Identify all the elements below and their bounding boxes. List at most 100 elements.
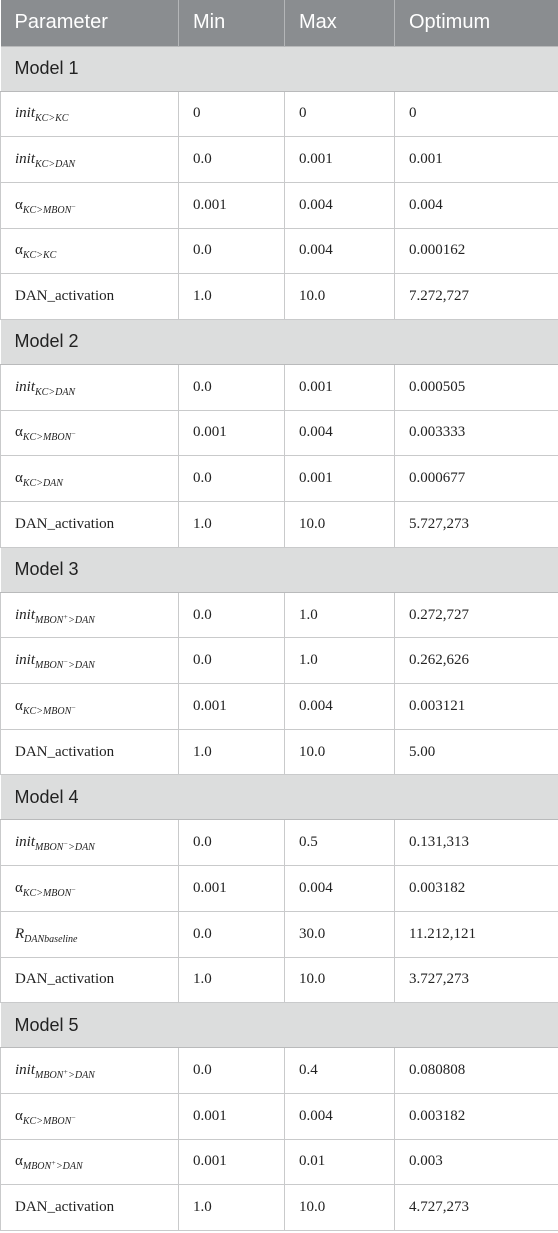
header-max: Max: [284, 0, 395, 46]
table-row: DAN_activation 1.0 10.0 5.727,273: [0, 501, 558, 548]
min-cell: 0.001: [178, 410, 285, 457]
parameter-cell: DAN_activation: [0, 1184, 179, 1231]
table-row: DAN_activation 1.0 10.0 5.00: [0, 729, 558, 776]
parameter-subscript: KC>KC: [23, 250, 56, 261]
optimum-cell: 0.003182: [394, 865, 558, 912]
optimum-cell: 4.727,273: [394, 1184, 558, 1231]
table-header: Parameter Min Max Optimum: [0, 0, 558, 46]
table-row: initMBON−>DAN 0.0 1.0 0.262,626: [0, 637, 558, 685]
min-cell: 1.0: [178, 501, 285, 548]
optimum-cell: 0.000505: [394, 364, 558, 411]
max-cell: 30.0: [284, 911, 395, 958]
max-cell: 0.001: [284, 136, 395, 183]
max-cell: 10.0: [284, 501, 395, 548]
optimum-cell: 0.003121: [394, 683, 558, 730]
max-cell: 0.004: [284, 410, 395, 457]
parameter-cell: initMBON+>DAN: [0, 1047, 179, 1094]
parameter-cell: initMBON−>DAN: [0, 819, 179, 867]
parameter-cell: initMBON+>DAN: [0, 592, 179, 639]
parameter-name: α: [15, 1107, 23, 1124]
parameter-name: α: [15, 879, 23, 896]
parameter-subscript: KC>DAN: [23, 478, 63, 489]
subscript-text: MBON: [22, 1161, 52, 1173]
parameter-subscript: KC>KC: [35, 113, 68, 124]
parameter-subscript: MBON−>DAN: [35, 658, 95, 672]
header-min: Min: [178, 0, 285, 46]
parameter-name: init: [15, 1062, 36, 1079]
max-cell: 1.0: [284, 637, 395, 685]
min-cell: 1.0: [178, 1184, 285, 1231]
min-cell: 1.0: [178, 273, 285, 320]
min-cell: 0.001: [178, 683, 285, 730]
parameter-cell: DAN_activation: [0, 273, 179, 320]
table-row: DAN_activation 1.0 10.0 3.727,273: [0, 957, 558, 1004]
parameter-cell: initKC>DAN: [0, 136, 179, 183]
min-cell: 1.0: [178, 729, 285, 776]
subscript-sign: −: [71, 430, 77, 439]
table-row: RDANbaseline 0.0 30.0 11.212,121: [0, 911, 558, 958]
optimum-cell: 5.727,273: [394, 501, 558, 548]
table-body: Model 1 initKC>KC 0 0 0 initKC>DAN 0.0 0.001 0.0…: [0, 45, 558, 1231]
table-row: initKC>DAN 0.0 0.001 0.000505: [0, 364, 558, 411]
min-cell: 0.0: [178, 819, 285, 867]
header-optimum: Optimum: [394, 0, 558, 46]
subscript-text: MBON: [35, 660, 64, 672]
optimum-cell: 0.001: [394, 136, 558, 183]
subscript-text: KC>MBON: [22, 887, 72, 899]
parameter-subscript: KC>DAN: [35, 159, 75, 170]
subscript-text: KC>MBON: [22, 1115, 72, 1127]
parameter-name: α: [15, 697, 23, 714]
max-cell: 0.001: [284, 455, 395, 502]
min-cell: 0: [178, 91, 285, 138]
parameter-cell: initKC>KC: [0, 91, 179, 138]
optimum-cell: 0.000162: [394, 228, 558, 275]
max-cell: 10.0: [284, 273, 395, 320]
subscript-text: MBON: [35, 1070, 64, 1082]
table-row: αKC>MBON− 0.001 0.004 0.003182: [0, 1093, 558, 1140]
parameter-subscript: KC>MBON−: [23, 203, 76, 216]
subscript-sign: −: [63, 658, 69, 667]
min-cell: 0.001: [178, 182, 285, 229]
parameter-name: init: [15, 834, 36, 851]
subscript-text: KC>MBON: [22, 432, 72, 444]
subscript-text: MBON: [35, 842, 64, 854]
parameter-subscript: DANbaseline: [24, 934, 77, 945]
max-cell: 0.001: [284, 364, 395, 411]
parameter-cell: DAN_activation: [0, 501, 179, 548]
subscript-text: KC>KC: [22, 250, 57, 262]
table-row: αKC>MBON− 0.001 0.004 0.003182: [0, 865, 558, 912]
table-row: αKC>MBON− 0.001 0.004 0.004: [0, 182, 558, 229]
parameter-subscript: MBON+>DAN: [35, 613, 95, 626]
model-group-title: Model 1: [0, 45, 558, 92]
min-cell: 0.0: [178, 364, 285, 411]
optimum-cell: 5.00: [394, 729, 558, 776]
subscript-tail: >DAN: [55, 1161, 83, 1173]
min-cell: 0.0: [178, 592, 285, 639]
subscript-tail: >DAN: [68, 842, 95, 854]
optimum-cell: 0.004: [394, 182, 558, 229]
optimum-cell: 0.000677: [394, 455, 558, 502]
optimum-cell: 11.212,121: [394, 911, 558, 958]
parameter-name: init: [15, 105, 36, 122]
max-cell: 0.004: [284, 182, 395, 229]
subscript-text: KC>MBON: [22, 705, 72, 717]
table-row: DAN_activation 1.0 10.0 4.727,273: [0, 1184, 558, 1231]
min-cell: 0.0: [178, 911, 285, 958]
model-group-row: Model 2: [0, 318, 558, 365]
table-row: αKC>MBON− 0.001 0.004 0.003121: [0, 683, 558, 730]
parameter-name: α: [15, 242, 23, 259]
parameter-subscript: KC>MBON−: [22, 886, 76, 899]
parameter-name: DAN_activation: [15, 1199, 115, 1216]
subscript-tail: >DAN: [68, 1070, 95, 1082]
parameter-subscript: MBON−>DAN: [35, 841, 95, 854]
parameter-name: init: [15, 378, 36, 395]
model-group-row: Model 4: [0, 774, 558, 821]
subscript-text: MBON: [35, 614, 64, 626]
model-group-title: Model 5: [0, 1002, 558, 1049]
max-cell: 1.0: [284, 592, 395, 639]
parameter-cell: αKC>MBON−: [0, 410, 179, 457]
max-cell: 0.004: [284, 683, 395, 730]
subscript-sign: −: [71, 1113, 77, 1122]
parameter-cell: αKC>MBON−: [0, 182, 179, 229]
table-row: αKC>DAN 0.0 0.001 0.000677: [0, 455, 558, 502]
